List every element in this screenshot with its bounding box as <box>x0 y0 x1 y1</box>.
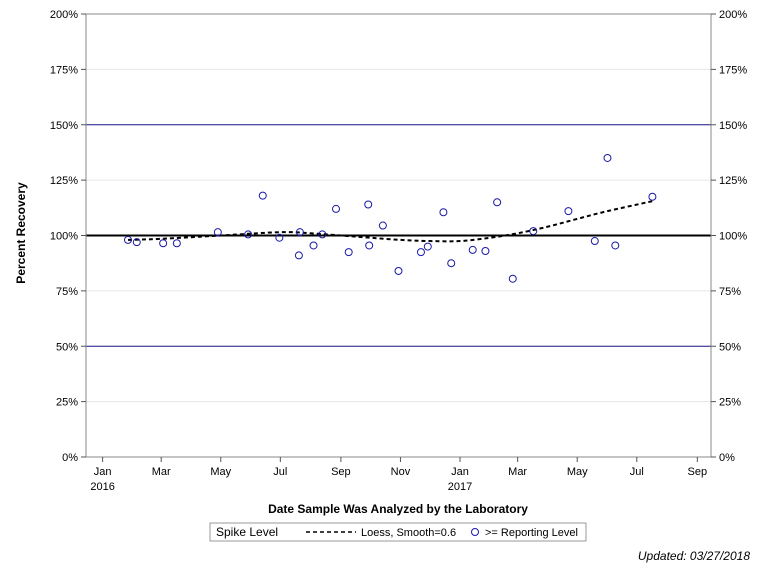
loess-line <box>127 200 653 243</box>
y-tick-label-left: 150% <box>50 120 78 132</box>
data-point <box>611 241 620 250</box>
x-tick-label: Nov <box>391 466 411 478</box>
data-point <box>481 247 490 256</box>
data-point <box>364 200 373 209</box>
data-point <box>132 238 141 247</box>
data-point <box>447 259 456 268</box>
y-tick-label-right: 200% <box>719 9 747 21</box>
x-tick-label: Jul <box>273 466 287 478</box>
x-tick-year-label: 2016 <box>90 481 114 493</box>
y-tick-label-left: 50% <box>56 341 78 353</box>
y-tick-label-right: 150% <box>719 120 747 132</box>
x-tick-label: Jul <box>630 466 644 478</box>
y-tick-label-left: 75% <box>56 286 78 298</box>
y-tick-label-left: 200% <box>50 9 78 21</box>
data-point <box>172 239 181 248</box>
legend-circle-symbol <box>471 528 479 536</box>
data-point <box>378 221 387 230</box>
data-point <box>508 274 517 283</box>
data-point <box>564 207 573 216</box>
x-tick-label: Mar <box>508 466 527 478</box>
data-point <box>159 239 168 248</box>
y-tick-label-right: 0% <box>719 452 735 464</box>
legend-circle-label: >= Reporting Level <box>485 527 578 539</box>
loess-series <box>127 200 653 243</box>
legend: Spike Level Loess, Smooth=0.6 >= Reporti… <box>209 522 587 542</box>
y-tick-label-right: 125% <box>719 175 747 187</box>
y-tick-label-left: 100% <box>50 231 78 243</box>
x-axis: Jan 2016 Mar May Jul Sep Nov Jan 2017 Mar May Jul Se… <box>90 457 707 493</box>
y-tick-label-right: 25% <box>719 397 741 409</box>
data-point <box>295 228 304 237</box>
data-point <box>648 192 657 201</box>
x-tick-label: Sep <box>331 466 351 478</box>
y-tick-label-left: 125% <box>50 175 78 187</box>
data-point <box>344 248 353 257</box>
reference-lines <box>86 124 711 347</box>
y-axis-left: 0% 25% 50% 75% 100% 125% 150% 175% 200% <box>50 9 86 464</box>
data-point <box>309 241 318 250</box>
y-axis-right: 0% 25% 50% 75% 100% 125% 150% 175% 200% <box>711 9 747 464</box>
data-point <box>603 153 612 162</box>
data-point <box>493 198 502 207</box>
x-tick-label: Sep <box>688 466 708 478</box>
legend-loess-label: Loess, Smooth=0.6 <box>361 527 456 539</box>
data-point <box>394 266 403 275</box>
data-point <box>318 230 327 239</box>
y-tick-label-left: 175% <box>50 64 78 76</box>
y-axis-title: Percent Recovery <box>14 182 28 284</box>
data-point <box>423 242 432 251</box>
data-point <box>416 248 425 257</box>
data-point <box>529 227 538 236</box>
x-tick-year-label: 2017 <box>448 481 472 493</box>
x-tick-label: Mar <box>152 466 171 478</box>
data-point <box>244 230 253 239</box>
data-point <box>590 237 599 246</box>
y-tick-label-right: 75% <box>719 286 741 298</box>
y-tick-label-right: 50% <box>719 341 741 353</box>
data-point <box>294 251 303 260</box>
x-axis-title: Date Sample Was Analyzed by the Laborato… <box>268 502 528 516</box>
x-tick-label: May <box>567 466 588 478</box>
scatter-series <box>123 153 657 283</box>
x-tick-label: Jan <box>94 466 112 478</box>
y-tick-label-left: 0% <box>62 452 78 464</box>
legend-box <box>209 522 587 542</box>
data-point <box>123 235 132 244</box>
legend-title: Spike Level <box>216 525 278 539</box>
data-point <box>332 204 340 213</box>
y-tick-label-right: 100% <box>719 231 747 243</box>
data-point <box>439 208 448 217</box>
y-tick-label-right: 175% <box>719 64 747 76</box>
x-tick-label: Jan <box>451 466 469 478</box>
updated-footnote: Updated: 03/27/2018 <box>638 549 750 563</box>
x-tick-label: May <box>210 466 231 478</box>
data-point <box>213 228 222 237</box>
data-point <box>275 233 284 242</box>
y-tick-label-left: 25% <box>56 397 78 409</box>
data-point <box>468 245 477 254</box>
data-point <box>365 241 374 250</box>
data-point <box>258 191 267 200</box>
